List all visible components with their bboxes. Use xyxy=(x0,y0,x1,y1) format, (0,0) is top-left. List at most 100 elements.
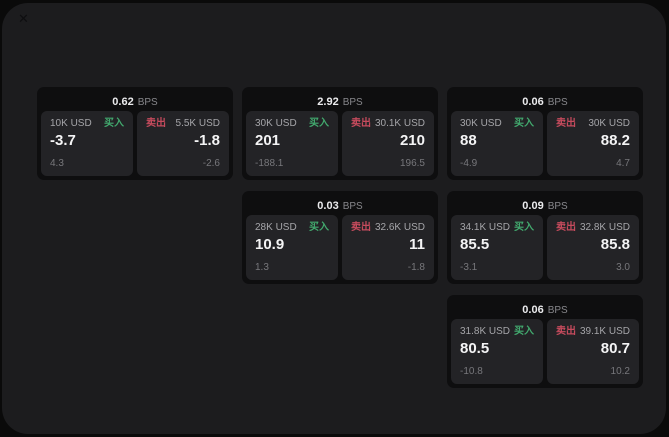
sell-amount: 32.8K USD xyxy=(579,222,630,233)
sell-panel-labels: 卖出 32.8K USD xyxy=(556,222,630,234)
sell-value: 11 xyxy=(409,236,425,253)
sell-panel-labels: 卖出 30K USD xyxy=(556,118,630,130)
buy-panel[interactable]: 28K USD 买入 10.9 1.3 xyxy=(246,215,338,280)
sell-value: 85.8 xyxy=(600,236,630,253)
card-panels: 31.8K USD 买入 80.5 -10.8 卖出 39.1K USD 80.… xyxy=(451,319,639,384)
sell-delta: 196.5 xyxy=(399,158,425,169)
spread-card[interactable]: 0.06 BPS 31.8K USD 买入 80.5 -10.8 卖出 39.1K… xyxy=(447,295,643,388)
bps-unit-label: BPS xyxy=(137,97,158,108)
spread-card[interactable]: 0.09 BPS 34.1K USD 买入 85.5 -3.1 卖出 32.8K … xyxy=(447,191,643,284)
buy-value: 10.9 xyxy=(255,236,285,253)
bps-unit-label: BPS xyxy=(342,97,363,108)
buy-panel-labels: 28K USD 买入 xyxy=(255,222,329,234)
bps-value: 0.06 xyxy=(522,304,544,316)
bps-unit-label: BPS xyxy=(547,305,568,316)
bps-value: 2.92 xyxy=(317,96,339,108)
buy-panel[interactable]: 30K USD 买入 88 -4.9 xyxy=(451,111,543,176)
buy-amount: 30K USD xyxy=(460,118,502,129)
bps-unit-label: BPS xyxy=(547,201,568,212)
sell-amount: 30.1K USD xyxy=(374,118,425,129)
sell-value: 88.2 xyxy=(600,132,630,149)
bps-value: 0.62 xyxy=(112,96,134,108)
sell-tag: 卖出 xyxy=(556,326,576,337)
sell-panel[interactable]: 卖出 32.8K USD 85.8 3.0 xyxy=(547,215,639,280)
buy-panel[interactable]: 30K USD 买入 201 -188.1 xyxy=(246,111,338,176)
buy-value: 85.5 xyxy=(460,236,490,253)
spread-card[interactable]: 0.03 BPS 28K USD 买入 10.9 1.3 卖出 32.6K USD… xyxy=(242,191,438,284)
spread-card[interactable]: 0.62 BPS 10K USD 买入 -3.7 4.3 卖出 5.5K USD … xyxy=(37,87,233,180)
card-panels: 30K USD 买入 201 -188.1 卖出 30.1K USD 210 1… xyxy=(246,111,434,176)
buy-panel-labels: 34.1K USD 买入 xyxy=(460,222,534,234)
buy-tag: 买入 xyxy=(309,118,329,129)
bps-unit-label: BPS xyxy=(342,201,363,212)
buy-amount: 30K USD xyxy=(255,118,297,129)
sell-amount: 30K USD xyxy=(588,118,630,129)
sell-panel-labels: 卖出 39.1K USD xyxy=(556,326,630,338)
buy-delta: 4.3 xyxy=(50,158,64,169)
sell-panel[interactable]: 卖出 30.1K USD 210 196.5 xyxy=(342,111,434,176)
sell-delta: 10.2 xyxy=(610,366,630,377)
buy-panel-labels: 31.8K USD 买入 xyxy=(460,326,534,338)
card-header: 2.92 BPS xyxy=(246,91,434,111)
buy-delta: 1.3 xyxy=(255,262,269,273)
buy-panel[interactable]: 34.1K USD 买入 85.5 -3.1 xyxy=(451,215,543,280)
card-header: 0.03 BPS xyxy=(246,195,434,215)
spread-card[interactable]: 2.92 BPS 30K USD 买入 201 -188.1 卖出 30.1K U… xyxy=(242,87,438,180)
buy-value: 80.5 xyxy=(460,340,490,357)
buy-delta: -4.9 xyxy=(460,158,478,169)
card-panels: 34.1K USD 买入 85.5 -3.1 卖出 32.8K USD 85.8… xyxy=(451,215,639,280)
sell-panel[interactable]: 卖出 32.6K USD 11 -1.8 xyxy=(342,215,434,280)
sell-panel-labels: 卖出 30.1K USD xyxy=(351,118,425,130)
sell-panel[interactable]: 卖出 5.5K USD -1.8 -2.6 xyxy=(137,111,229,176)
sell-panel-labels: 卖出 32.6K USD xyxy=(351,222,425,234)
sell-tag: 卖出 xyxy=(351,222,371,233)
sell-delta: -2.6 xyxy=(202,158,220,169)
buy-value: 201 xyxy=(255,132,281,149)
buy-tag: 买入 xyxy=(514,326,534,337)
buy-panel[interactable]: 31.8K USD 买入 80.5 -10.8 xyxy=(451,319,543,384)
sell-value: -1.8 xyxy=(194,132,220,149)
buy-panel[interactable]: 10K USD 买入 -3.7 4.3 xyxy=(41,111,133,176)
buy-tag: 买入 xyxy=(514,222,534,233)
bps-value: 0.06 xyxy=(522,96,544,108)
buy-panel-labels: 30K USD 买入 xyxy=(460,118,534,130)
buy-amount: 10K USD xyxy=(50,118,92,129)
sell-tag: 卖出 xyxy=(556,222,576,233)
sell-amount: 32.6K USD xyxy=(374,222,425,233)
cards-grid: 0.62 BPS 10K USD 买入 -3.7 4.3 卖出 5.5K USD … xyxy=(37,87,643,388)
card-header: 0.06 BPS xyxy=(451,299,639,319)
corner-brush-icon: ✕ xyxy=(18,11,29,26)
sell-tag: 卖出 xyxy=(351,118,371,129)
card-panels: 30K USD 买入 88 -4.9 卖出 30K USD 88.2 4.7 xyxy=(451,111,639,176)
sell-amount: 39.1K USD xyxy=(579,326,630,337)
spread-card[interactable]: 0.06 BPS 30K USD 买入 88 -4.9 卖出 30K USD 88… xyxy=(447,87,643,180)
card-header: 0.06 BPS xyxy=(451,91,639,111)
buy-delta: -3.1 xyxy=(460,262,478,273)
sell-panel[interactable]: 卖出 30K USD 88.2 4.7 xyxy=(547,111,639,176)
bps-unit-label: BPS xyxy=(547,97,568,108)
sell-tag: 卖出 xyxy=(146,118,166,129)
buy-delta: -10.8 xyxy=(460,366,483,377)
sell-delta: 3.0 xyxy=(616,262,630,273)
card-panels: 28K USD 买入 10.9 1.3 卖出 32.6K USD 11 -1.8 xyxy=(246,215,434,280)
buy-value: 88 xyxy=(460,132,477,149)
bps-value: 0.03 xyxy=(317,200,339,212)
buy-amount: 34.1K USD xyxy=(460,222,511,233)
buy-amount: 28K USD xyxy=(255,222,297,233)
bps-value: 0.09 xyxy=(522,200,544,212)
sell-panel-labels: 卖出 5.5K USD xyxy=(146,118,220,130)
card-header: 0.62 BPS xyxy=(41,91,229,111)
buy-amount: 31.8K USD xyxy=(460,326,511,337)
buy-tag: 买入 xyxy=(104,118,124,129)
card-header: 0.09 BPS xyxy=(451,195,639,215)
buy-delta: -188.1 xyxy=(255,158,284,169)
buy-tag: 买入 xyxy=(309,222,329,233)
sell-value: 210 xyxy=(399,132,425,149)
buy-tag: 买入 xyxy=(514,118,534,129)
sell-panel[interactable]: 卖出 39.1K USD 80.7 10.2 xyxy=(547,319,639,384)
app-window: ✕ 0.62 BPS 10K USD 买入 -3.7 4.3 卖出 5.5K US… xyxy=(2,3,666,434)
buy-value: -3.7 xyxy=(50,132,76,149)
sell-delta: 4.7 xyxy=(616,158,630,169)
sell-value: 80.7 xyxy=(600,340,630,357)
sell-delta: -1.8 xyxy=(407,262,425,273)
